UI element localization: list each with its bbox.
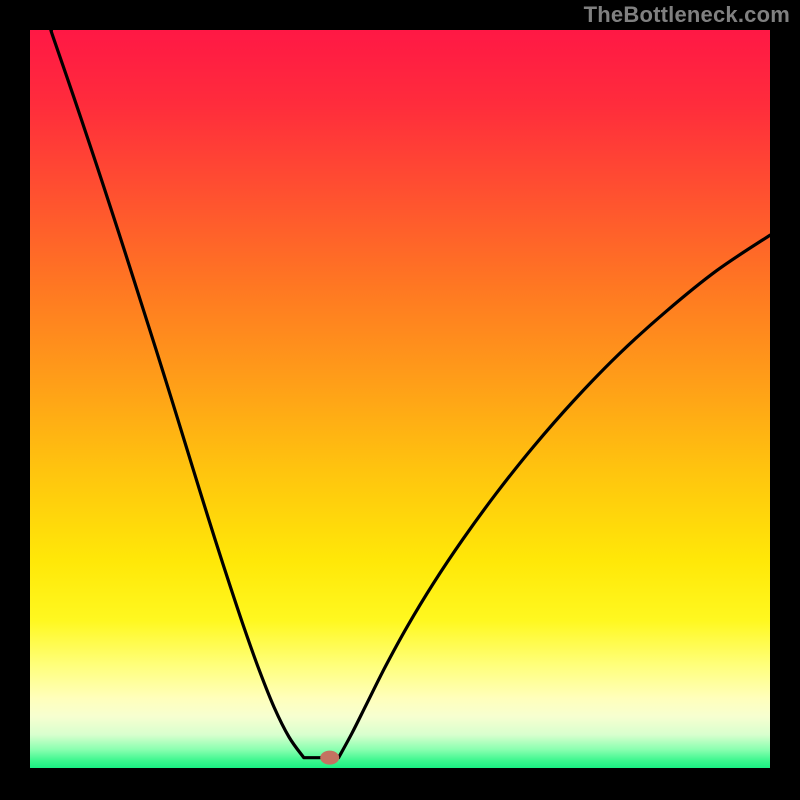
curve-overlay xyxy=(30,30,770,768)
bottleneck-marker xyxy=(321,751,339,764)
plot-area xyxy=(30,30,770,768)
bottleneck-curve xyxy=(51,30,770,758)
chart-container: TheBottleneck.com xyxy=(0,0,800,800)
attribution-label: TheBottleneck.com xyxy=(584,2,790,28)
